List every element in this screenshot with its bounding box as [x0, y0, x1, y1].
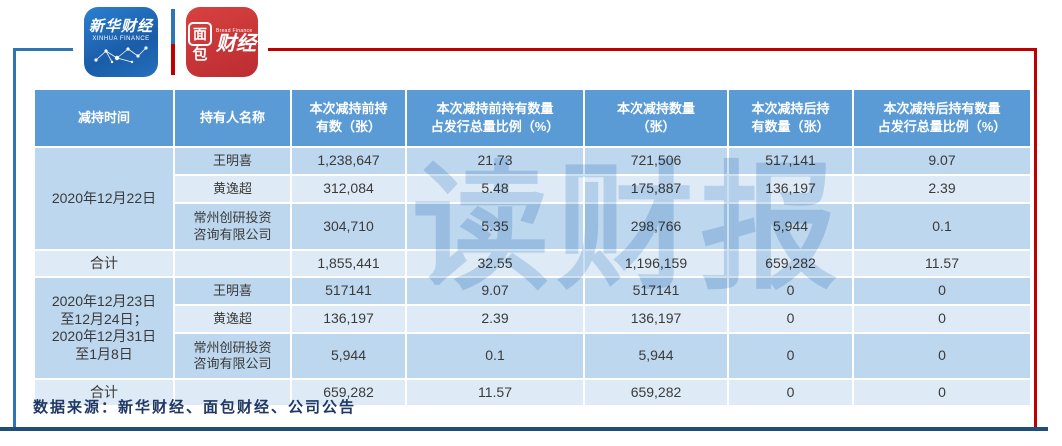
value-cell: 32.55	[405, 249, 585, 278]
col-header-period: 减持时间	[33, 88, 175, 148]
value-cell: 5,944	[290, 332, 407, 380]
table-row: 黄逸超 312,084 5.48 175,887 136,197 2.39	[34, 174, 1032, 204]
table-row: 常州创研投资 咨询有限公司 304,710 5.35 298,766 5,944…	[34, 202, 1032, 251]
col-header-before: 本次减持前持 有数（张）	[290, 88, 407, 148]
value-cell: 136,197	[727, 174, 854, 204]
value-cell: 0.1	[852, 202, 1032, 251]
col-header-reduced: 本次减持数量 （张）	[583, 88, 729, 148]
value-cell: 5.48	[405, 174, 585, 204]
value-cell: 9.07	[405, 276, 585, 306]
value-cell: 5,944	[583, 332, 729, 380]
bread-logo-subtitle: Bread Finance	[216, 28, 253, 34]
value-cell: 517141	[290, 276, 407, 306]
frame-line-right-red	[1034, 48, 1037, 427]
value-cell: 0	[852, 332, 1032, 380]
value-cell: 659,282	[727, 249, 854, 278]
header-row: 减持时间 持有人名称 本次减持前持 有数（张） 本次减持前持有数量 占发行总量比…	[33, 88, 1032, 148]
value-cell: 0.1	[405, 332, 585, 380]
holder-cell: 黄逸超	[173, 174, 292, 204]
value-cell: 0	[852, 276, 1032, 306]
value-cell: 298,766	[583, 202, 729, 251]
bread-logo-glyph: 面 包	[188, 22, 212, 62]
value-cell: 2.39	[405, 304, 585, 334]
bread-logo-box-char: 面	[188, 22, 212, 46]
period-cell: 2020年12月22日	[33, 146, 175, 251]
value-cell: 11.57	[852, 249, 1032, 278]
total-row: 合计 1,855,441 32.55 1,196,159 659,282 11.…	[33, 249, 1032, 278]
value-cell: 1,196,159	[583, 249, 729, 278]
holder-cell: 常州创研投资 咨询有限公司	[173, 202, 292, 251]
col-header-before-pct: 本次减持前持有数量 占发行总量比例（%）	[405, 88, 585, 148]
logo-divider-red	[171, 44, 175, 75]
total-row: 合计 659,282 11.57 659,282 0 0	[33, 378, 1032, 407]
holder-cell: 王明喜	[173, 276, 292, 306]
table-row: 黄逸超 136,197 2.39 136,197 0 0	[34, 304, 1032, 334]
value-cell: 517,141	[727, 146, 854, 176]
value-cell: 517141	[583, 276, 729, 306]
value-cell: 1,238,647	[290, 146, 407, 176]
total-label-cell: 合计	[33, 249, 175, 278]
holder-cell: 常州创研投资 咨询有限公司	[173, 332, 292, 380]
frame-line-top-blue	[13, 48, 73, 51]
frame-line-bottom-navy	[0, 427, 1048, 431]
value-cell: 1,855,441	[290, 249, 407, 278]
value-cell: 0	[727, 332, 854, 380]
data-source: 数据来源：新华财经、面包财经、公司公告	[33, 398, 357, 416]
xinhua-finance-logo: 新华财经 XINHUA FINANCE	[84, 7, 158, 77]
table-container: 减持时间 持有人名称 本次减持前持 有数（张） 本次减持前持有数量 占发行总量比…	[33, 88, 1032, 407]
value-cell: 0	[727, 378, 854, 407]
value-cell: 721,506	[583, 146, 729, 176]
holder-cell: 黄逸超	[173, 304, 292, 334]
value-cell: 659,282	[583, 378, 729, 407]
value-cell: 136,197	[583, 304, 729, 334]
value-cell: 312,084	[290, 174, 407, 204]
empty-cell	[173, 378, 292, 407]
frame-line-top-red	[268, 48, 1037, 51]
holder-cell: 王明喜	[173, 146, 292, 176]
value-cell: 0	[852, 304, 1032, 334]
frame-line-left-blue	[13, 48, 16, 428]
value-cell: 2.39	[852, 174, 1032, 204]
col-header-holder: 持有人名称	[173, 88, 292, 148]
table-row: 常州创研投资 咨询有限公司 5,944 0.1 5,944 0 0	[34, 332, 1032, 380]
bread-logo-title: 财经	[216, 33, 256, 55]
col-header-after: 本次减持后持 有数量（张）	[727, 88, 854, 148]
bread-logo-bao-char: 包	[192, 46, 208, 63]
value-cell: 5,944	[727, 202, 854, 251]
value-cell: 11.57	[405, 378, 585, 407]
table-row: 2020年12月23日 至12月24日； 2020年12月31日 至1月8日 王…	[33, 276, 1032, 380]
xinhua-logo-title: 新华财经	[88, 17, 153, 35]
value-cell: 0	[852, 378, 1032, 407]
value-cell: 5.35	[405, 202, 585, 251]
total-label-cell: 合计	[33, 378, 175, 407]
logo-divider-blue	[171, 9, 175, 44]
value-cell: 9.07	[852, 146, 1032, 176]
bread-finance-logo: 面 包 Bread Finance 财经	[186, 7, 258, 77]
xinhua-logo-subtitle: XINHUA FINANCE	[92, 36, 150, 42]
value-cell: 659,282	[290, 378, 407, 407]
reduction-table: 减持时间 持有人名称 本次减持前持 有数（张） 本次减持前持有数量 占发行总量比…	[33, 88, 1032, 407]
value-cell: 0	[727, 276, 854, 306]
value-cell: 0	[727, 304, 854, 334]
table-row: 2020年12月22日 王明喜 1,238,647 21.73 721,506 …	[33, 146, 1032, 251]
constellation-icon	[94, 46, 148, 64]
value-cell: 136,197	[290, 304, 407, 334]
period-cell: 2020年12月23日 至12月24日； 2020年12月31日 至1月8日	[33, 276, 175, 380]
value-cell: 304,710	[290, 202, 407, 251]
empty-cell	[173, 249, 292, 278]
value-cell: 175,887	[583, 174, 729, 204]
col-header-after-pct: 本次减持后持有数量 占发行总量比例（%）	[852, 88, 1032, 148]
value-cell: 21.73	[405, 146, 585, 176]
